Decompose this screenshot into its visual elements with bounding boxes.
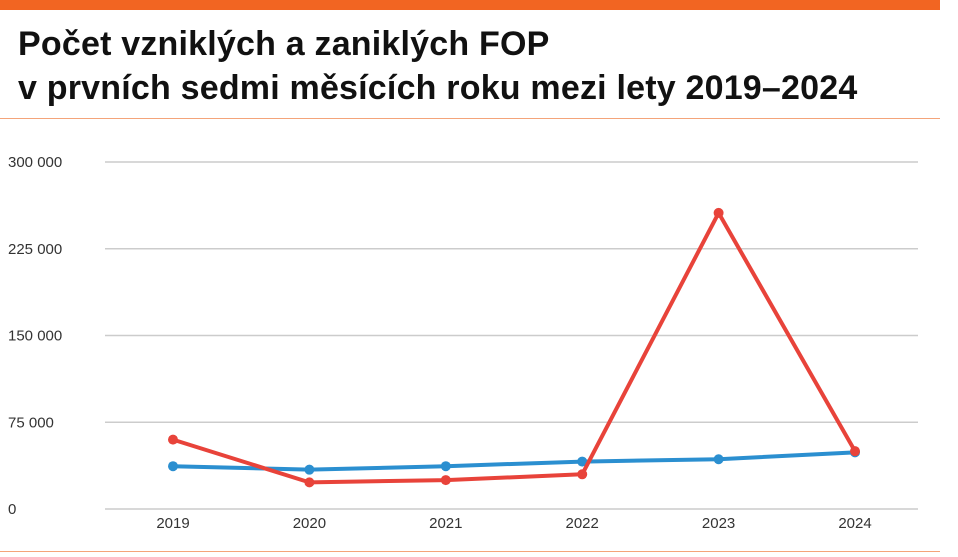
y-tick-label: 75 000 — [8, 414, 54, 431]
line-chart: 0 75 000 150 000 225 000 300 000 2019 2020 202… — [8, 154, 918, 532]
y-axis-labels: 0 75 000 150 000 225 000 300 000 — [8, 154, 62, 518]
chart-title-block: Počet vzniklých a zaniklých FOP v prvníc… — [18, 22, 857, 110]
footer-divider — [0, 551, 940, 552]
chart-title: Počet vzniklých a zaniklých FOP — [18, 25, 550, 63]
top-accent-bar — [0, 0, 940, 10]
data-point — [168, 434, 178, 445]
x-tick-label: 2019 — [156, 515, 189, 532]
data-point — [577, 456, 588, 467]
data-point — [304, 477, 315, 488]
data-point — [440, 461, 451, 472]
x-tick-label: 2024 — [838, 515, 871, 532]
x-tick-label: 2021 — [429, 515, 462, 532]
chart-subtitle: v prvních sedmi měsících roku mezi lety … — [18, 69, 858, 107]
data-point — [713, 454, 724, 465]
data-point — [304, 464, 315, 475]
series-1 — [168, 207, 860, 488]
x-tick-label: 2023 — [702, 515, 735, 532]
grid-lines — [105, 161, 918, 510]
y-tick-label: 300 000 — [8, 154, 62, 171]
x-axis-labels: 2019 2020 2021 2022 2023 2024 — [156, 515, 871, 532]
series-line — [171, 210, 857, 485]
data-point — [440, 475, 451, 486]
y-tick-label: 225 000 — [8, 241, 62, 258]
series-lines — [168, 207, 860, 488]
data-point — [713, 207, 724, 218]
x-tick-label: 2022 — [566, 515, 599, 532]
y-tick-label: 150 000 — [8, 328, 62, 345]
data-point — [577, 469, 588, 480]
header-divider — [0, 118, 940, 119]
x-tick-label: 2020 — [293, 515, 326, 532]
data-point — [168, 461, 178, 472]
y-tick-label: 0 — [8, 501, 16, 518]
series-0 — [168, 447, 860, 475]
data-point — [850, 446, 860, 457]
series-line — [171, 450, 857, 472]
